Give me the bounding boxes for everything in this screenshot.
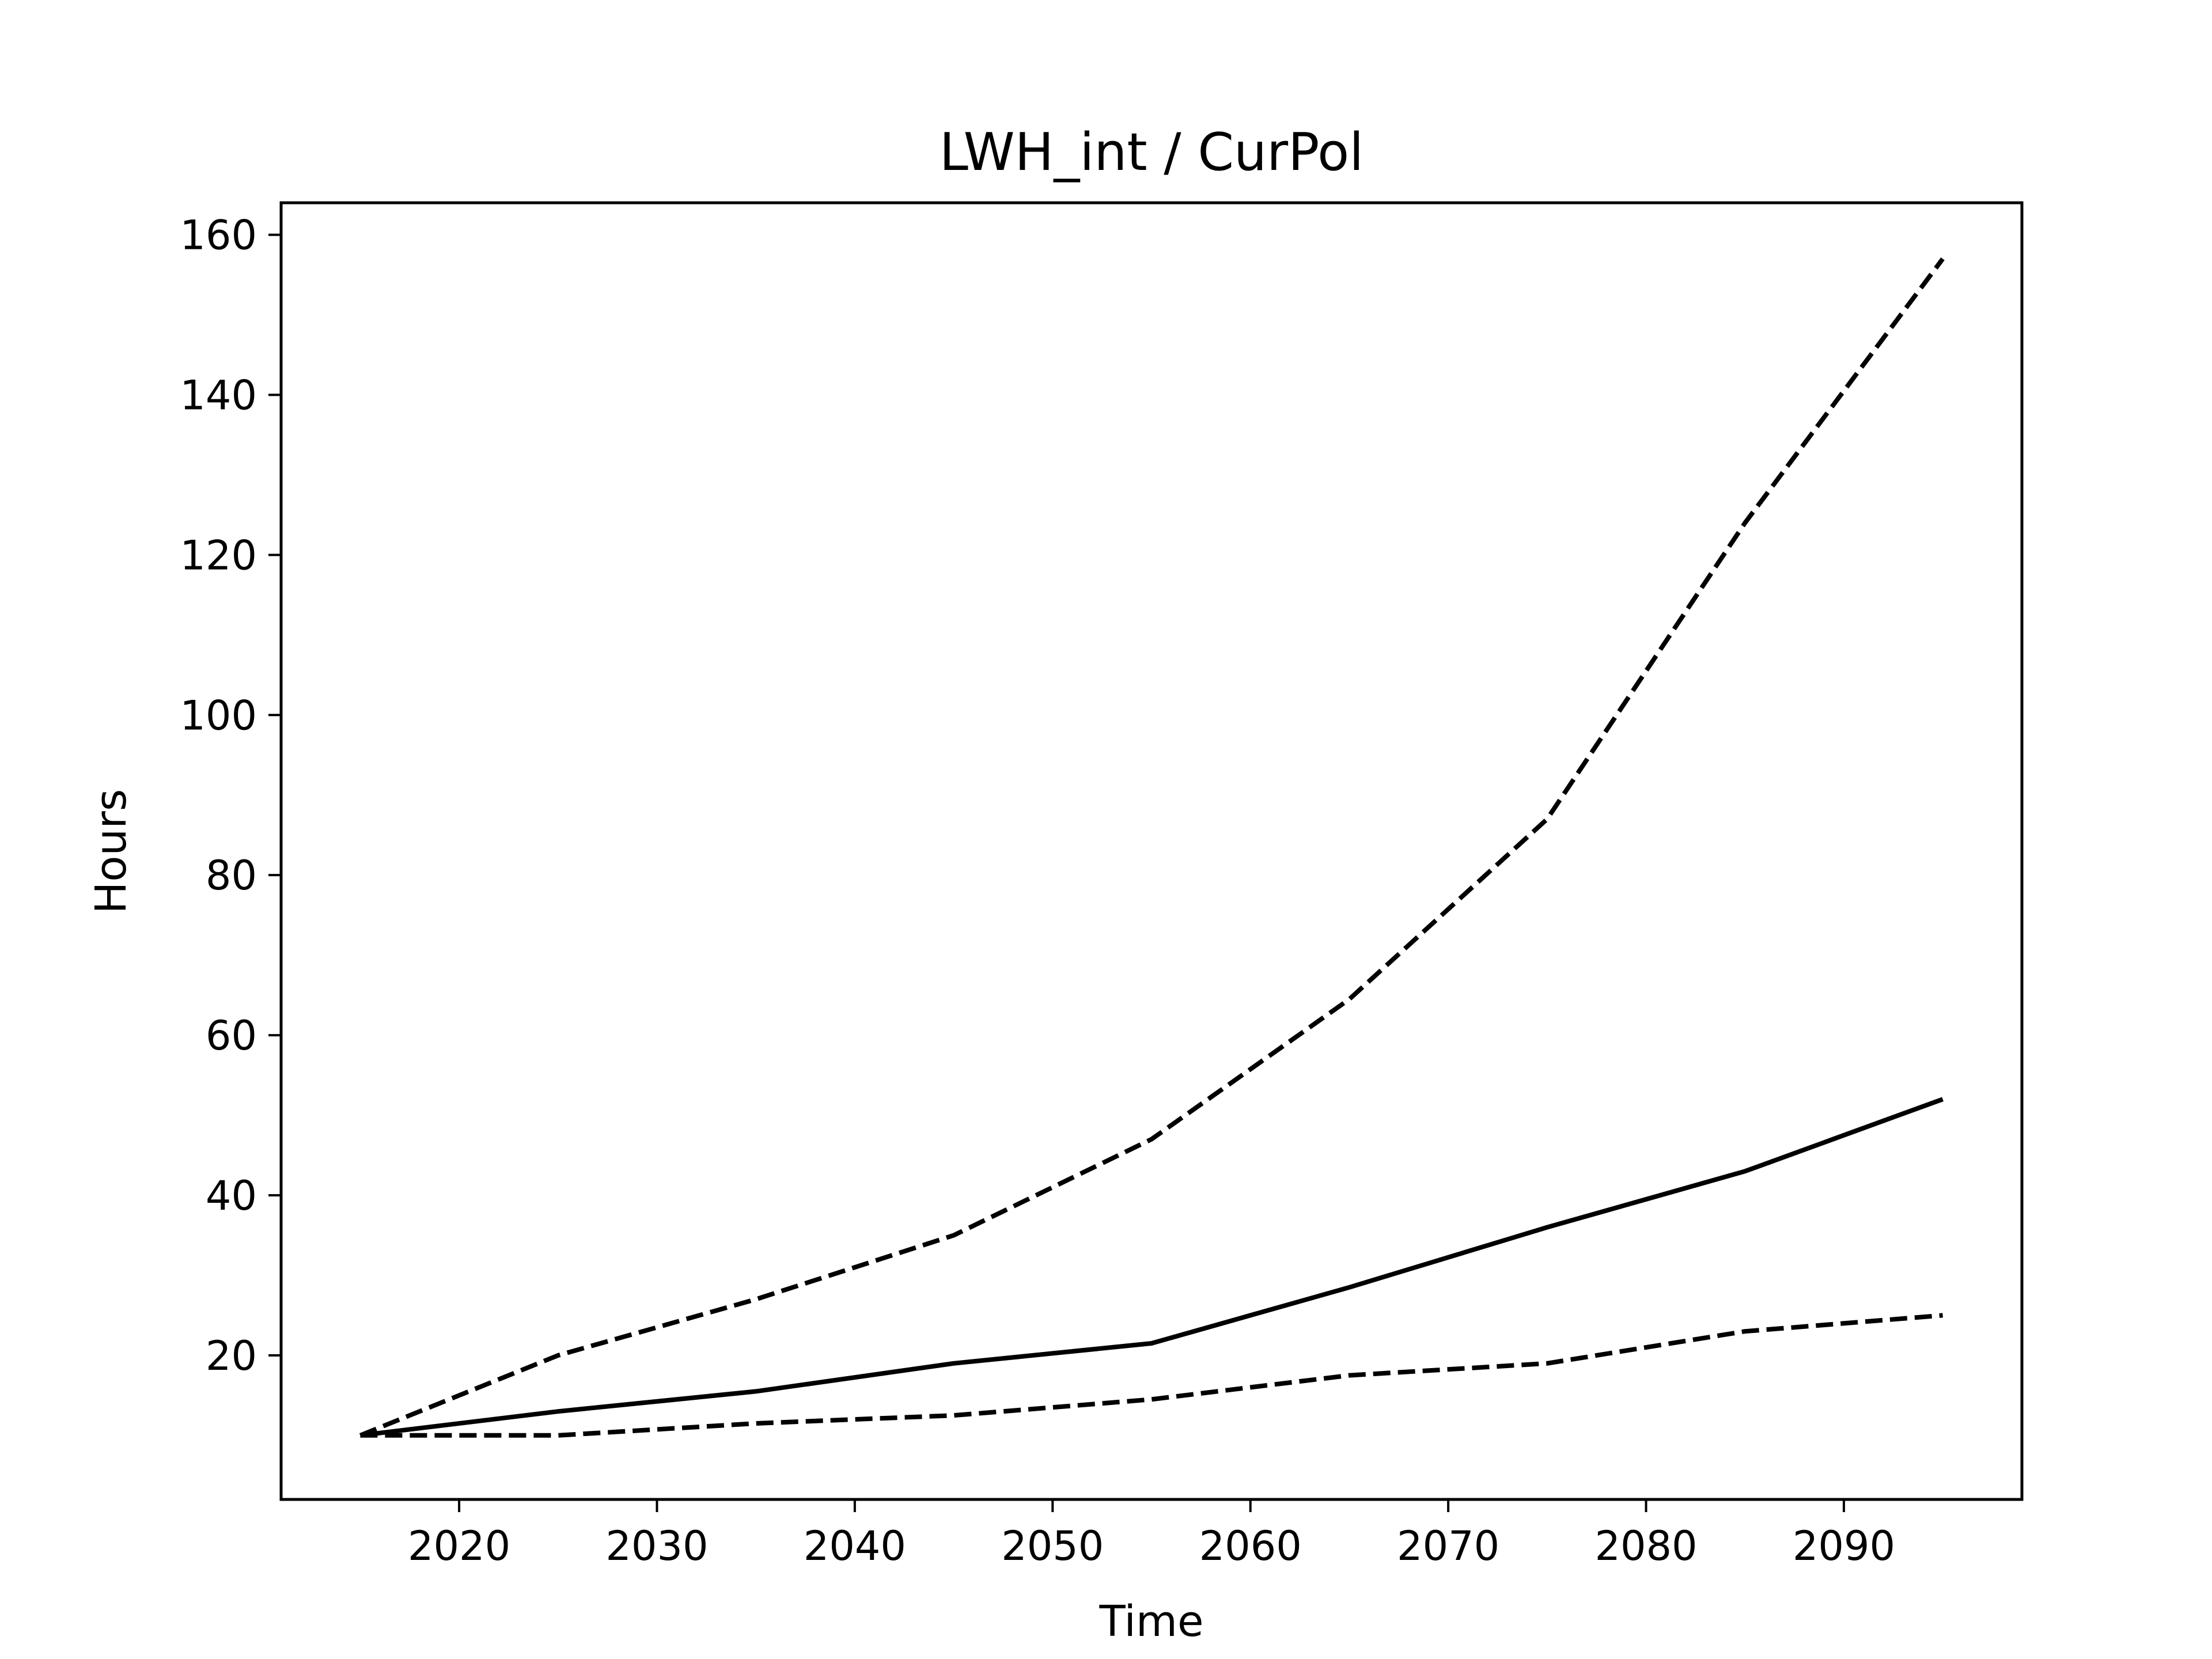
x-tick-label: 2070: [1397, 1522, 1499, 1570]
y-tick-label: 120: [180, 532, 257, 579]
y-tick-label: 40: [206, 1172, 257, 1219]
y-axis-label: Hours: [86, 789, 136, 914]
y-tick-label: 80: [206, 852, 257, 899]
x-tick-label: 2040: [804, 1522, 906, 1570]
x-tick-label: 2060: [1199, 1522, 1302, 1570]
plot-frame: [279, 201, 2024, 1501]
y-tick-label: 20: [206, 1332, 257, 1380]
y-tick-label: 160: [180, 212, 257, 259]
series-layer: [359, 257, 1945, 1438]
x-tick-label: 2080: [1594, 1522, 1697, 1570]
x-tick-label: 2030: [605, 1522, 708, 1570]
chart-title: LWH_int / CurPol: [940, 122, 1363, 183]
y-axis: 20 40 60 80 100 120 140 160: [180, 212, 281, 1380]
series-line-2: [359, 257, 1945, 1438]
y-tick-label: 60: [206, 1012, 257, 1059]
x-tick-label: 2050: [1001, 1522, 1104, 1570]
series-line-3: [360, 1313, 1943, 1438]
y-tick-label: 140: [180, 372, 257, 419]
x-tick-label: 2090: [1793, 1522, 1895, 1570]
x-axis: 2020 2030 2040 2050 2060 2070 2080 2090: [408, 1499, 1895, 1570]
x-axis-label: Time: [1099, 1597, 1203, 1646]
y-tick-label: 100: [180, 692, 257, 739]
series-line-1: [359, 1097, 1944, 1438]
x-tick-label: 2020: [408, 1522, 510, 1570]
